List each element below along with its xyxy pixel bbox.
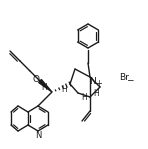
Text: N: N <box>90 76 96 86</box>
Polygon shape <box>39 80 52 92</box>
Text: H: H <box>81 93 87 101</box>
Text: O: O <box>33 76 40 84</box>
Text: N: N <box>35 132 41 141</box>
Text: +: + <box>96 80 102 89</box>
Text: −: − <box>126 76 134 84</box>
Text: H: H <box>41 83 47 91</box>
Text: H: H <box>93 89 99 97</box>
Text: Br: Br <box>119 73 129 82</box>
Text: H: H <box>61 84 67 94</box>
